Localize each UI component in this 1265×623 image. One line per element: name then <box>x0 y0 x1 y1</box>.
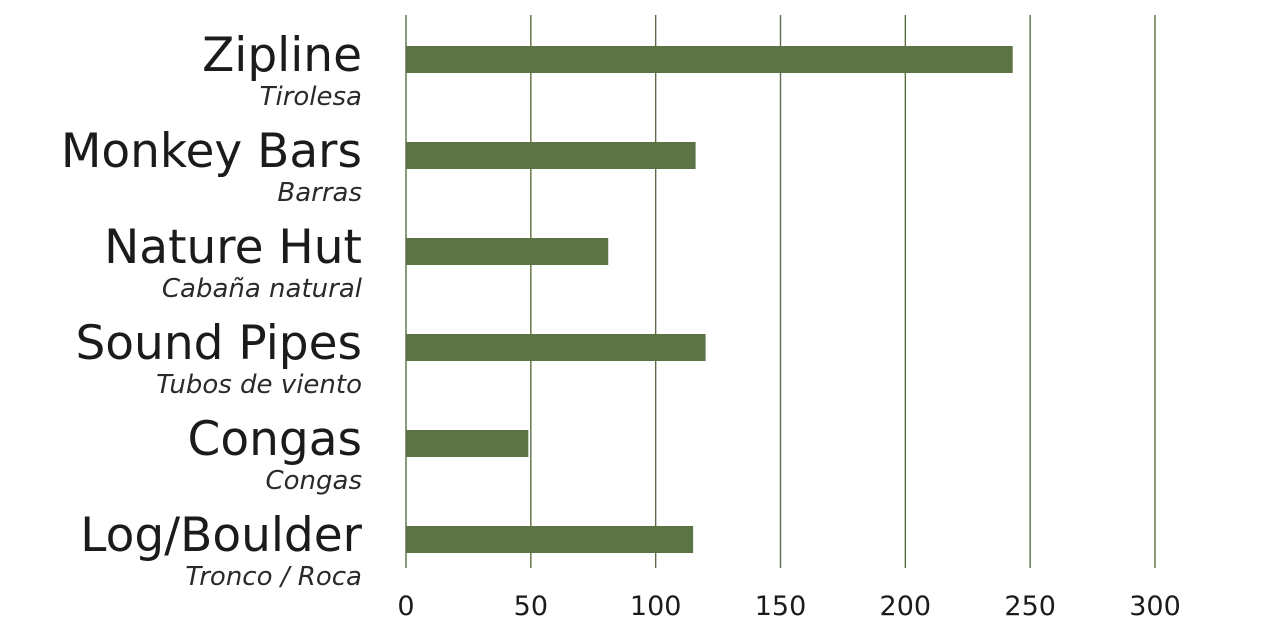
x-tick-label: 300 <box>1129 591 1181 622</box>
category-subtitle: Tirolesa <box>260 82 362 112</box>
category-subtitle: Tronco / Roca <box>185 562 362 592</box>
bar-log-boulder <box>406 526 694 553</box>
bar-nature-hut <box>406 238 609 265</box>
bar-zipline <box>406 46 1013 73</box>
gridlines <box>405 15 1156 568</box>
x-tick-label: 200 <box>880 591 932 622</box>
bar-sound-pipes <box>406 334 706 361</box>
x-tick-label: 150 <box>755 591 807 622</box>
category-label: Zipline <box>202 28 362 83</box>
x-tick-label: 50 <box>514 591 548 622</box>
category-label: Congas <box>188 412 362 467</box>
category-subtitle: Barras <box>277 178 362 208</box>
x-tick-label: 100 <box>630 591 682 622</box>
category-label: Nature Hut <box>104 220 362 275</box>
x-tick-label: 0 <box>397 591 414 622</box>
x-tick-label: 250 <box>1004 591 1056 622</box>
category-label: Sound Pipes <box>75 316 362 371</box>
bar-congas <box>406 430 529 457</box>
x-axis-tick-labels: 0 50 100 150 200 250 300 <box>397 591 1180 622</box>
bars <box>406 46 1013 553</box>
category-label: Monkey Bars <box>61 124 362 179</box>
category-subtitle: Tubos de viento <box>156 370 362 400</box>
category-subtitle: Congas <box>265 466 362 496</box>
category-label: Log/Boulder <box>80 508 362 563</box>
category-subtitle: Cabaña natural <box>162 274 363 304</box>
bar-monkey-bars <box>406 142 696 169</box>
